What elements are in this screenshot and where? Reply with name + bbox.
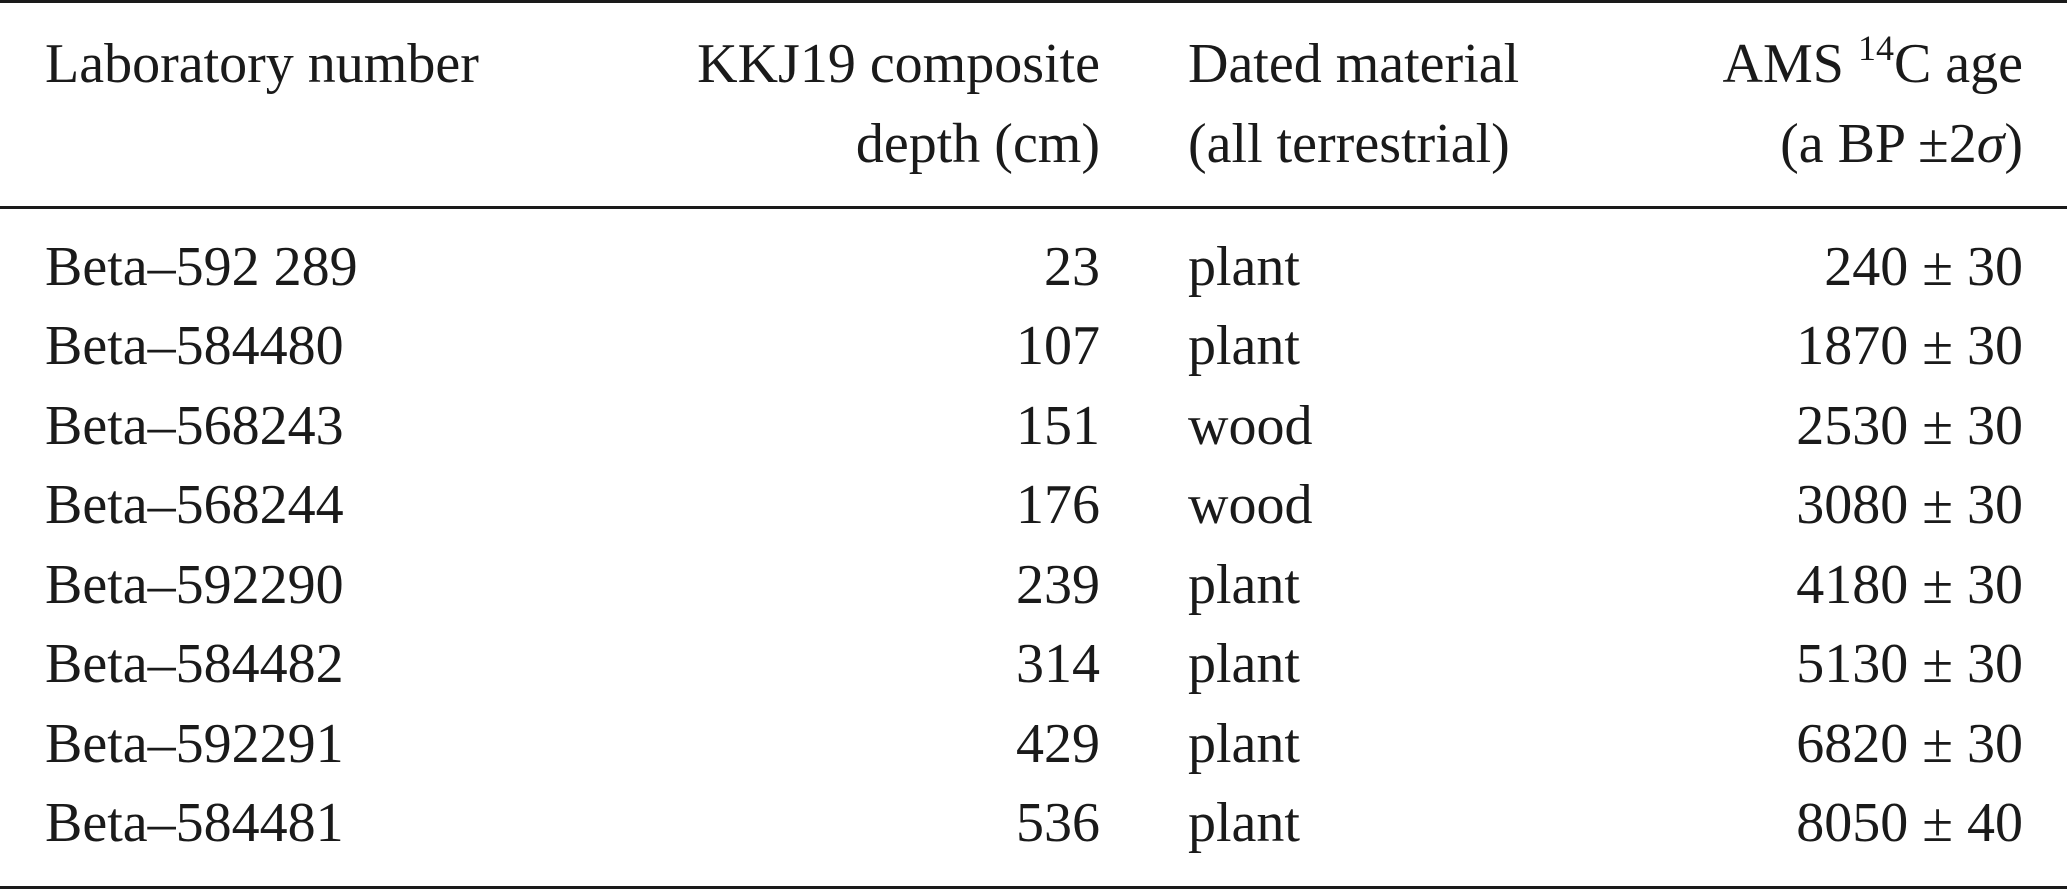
cell-lab: Beta–592 289 <box>45 236 358 298</box>
header-age-prefix: AMS <box>1722 33 1858 95</box>
table-header-rule <box>0 206 2067 209</box>
cell-depth: 429 <box>1016 713 1100 775</box>
cell-age: 6820 ± 30 <box>1796 713 2023 775</box>
header-age-superscript: 14 <box>1857 28 1894 68</box>
cell-depth: 107 <box>1016 315 1100 377</box>
header-lab-number: Laboratory number <box>45 33 479 95</box>
header-age-suffix: C age <box>1893 33 2023 95</box>
cell-age: 4180 ± 30 <box>1796 554 2023 616</box>
cell-age: 1870 ± 30 <box>1796 315 2023 377</box>
cell-lab: Beta–592290 <box>45 554 344 616</box>
cell-lab: Beta–568244 <box>45 474 344 536</box>
header-material-line2: (all terrestrial) <box>1188 113 1510 175</box>
cell-lab: Beta–592291 <box>45 713 344 775</box>
table-bottom-rule <box>0 886 2067 889</box>
cell-lab: Beta–584480 <box>45 315 344 377</box>
cell-material: wood <box>1188 395 1313 457</box>
cell-depth: 239 <box>1016 554 1100 616</box>
header-depth-line1: KKJ19 composite <box>697 33 1100 95</box>
header-age-units-suffix: ) <box>2004 113 2023 175</box>
header-depth-line2: depth (cm) <box>855 113 1100 175</box>
cell-material: plant <box>1188 713 1300 775</box>
cell-material: plant <box>1188 554 1300 616</box>
header-material-line1: Dated material <box>1188 33 1520 95</box>
cell-lab: Beta–584482 <box>45 633 344 695</box>
cell-age: 8050 ± 40 <box>1796 792 2023 854</box>
cell-material: plant <box>1188 315 1300 377</box>
cell-depth: 176 <box>1016 474 1100 536</box>
header-age-sigma: σ <box>1976 113 2005 175</box>
cell-lab: Beta–584481 <box>45 792 344 854</box>
cell-depth: 23 <box>1044 236 1100 298</box>
header-age-line1: AMS 14C age <box>1723 24 2023 104</box>
cell-age: 5130 ± 30 <box>1796 633 2023 695</box>
header-age-units-prefix: (a BP ±2 <box>1780 113 1977 175</box>
cell-depth: 536 <box>1016 792 1100 854</box>
cell-material: plant <box>1188 792 1300 854</box>
cell-age: 3080 ± 30 <box>1796 474 2023 536</box>
cell-material: plant <box>1188 633 1300 695</box>
cell-lab: Beta–568243 <box>45 395 344 457</box>
header-age-line2: (a BP ±2σ) <box>1780 104 2023 184</box>
cell-age: 2530 ± 30 <box>1796 395 2023 457</box>
cell-material: wood <box>1188 474 1313 536</box>
table-top-rule <box>0 0 2067 3</box>
cell-age: 240 ± 30 <box>1824 236 2023 298</box>
cell-depth: 151 <box>1016 395 1100 457</box>
cell-material: plant <box>1188 236 1300 298</box>
cell-depth: 314 <box>1016 633 1100 695</box>
